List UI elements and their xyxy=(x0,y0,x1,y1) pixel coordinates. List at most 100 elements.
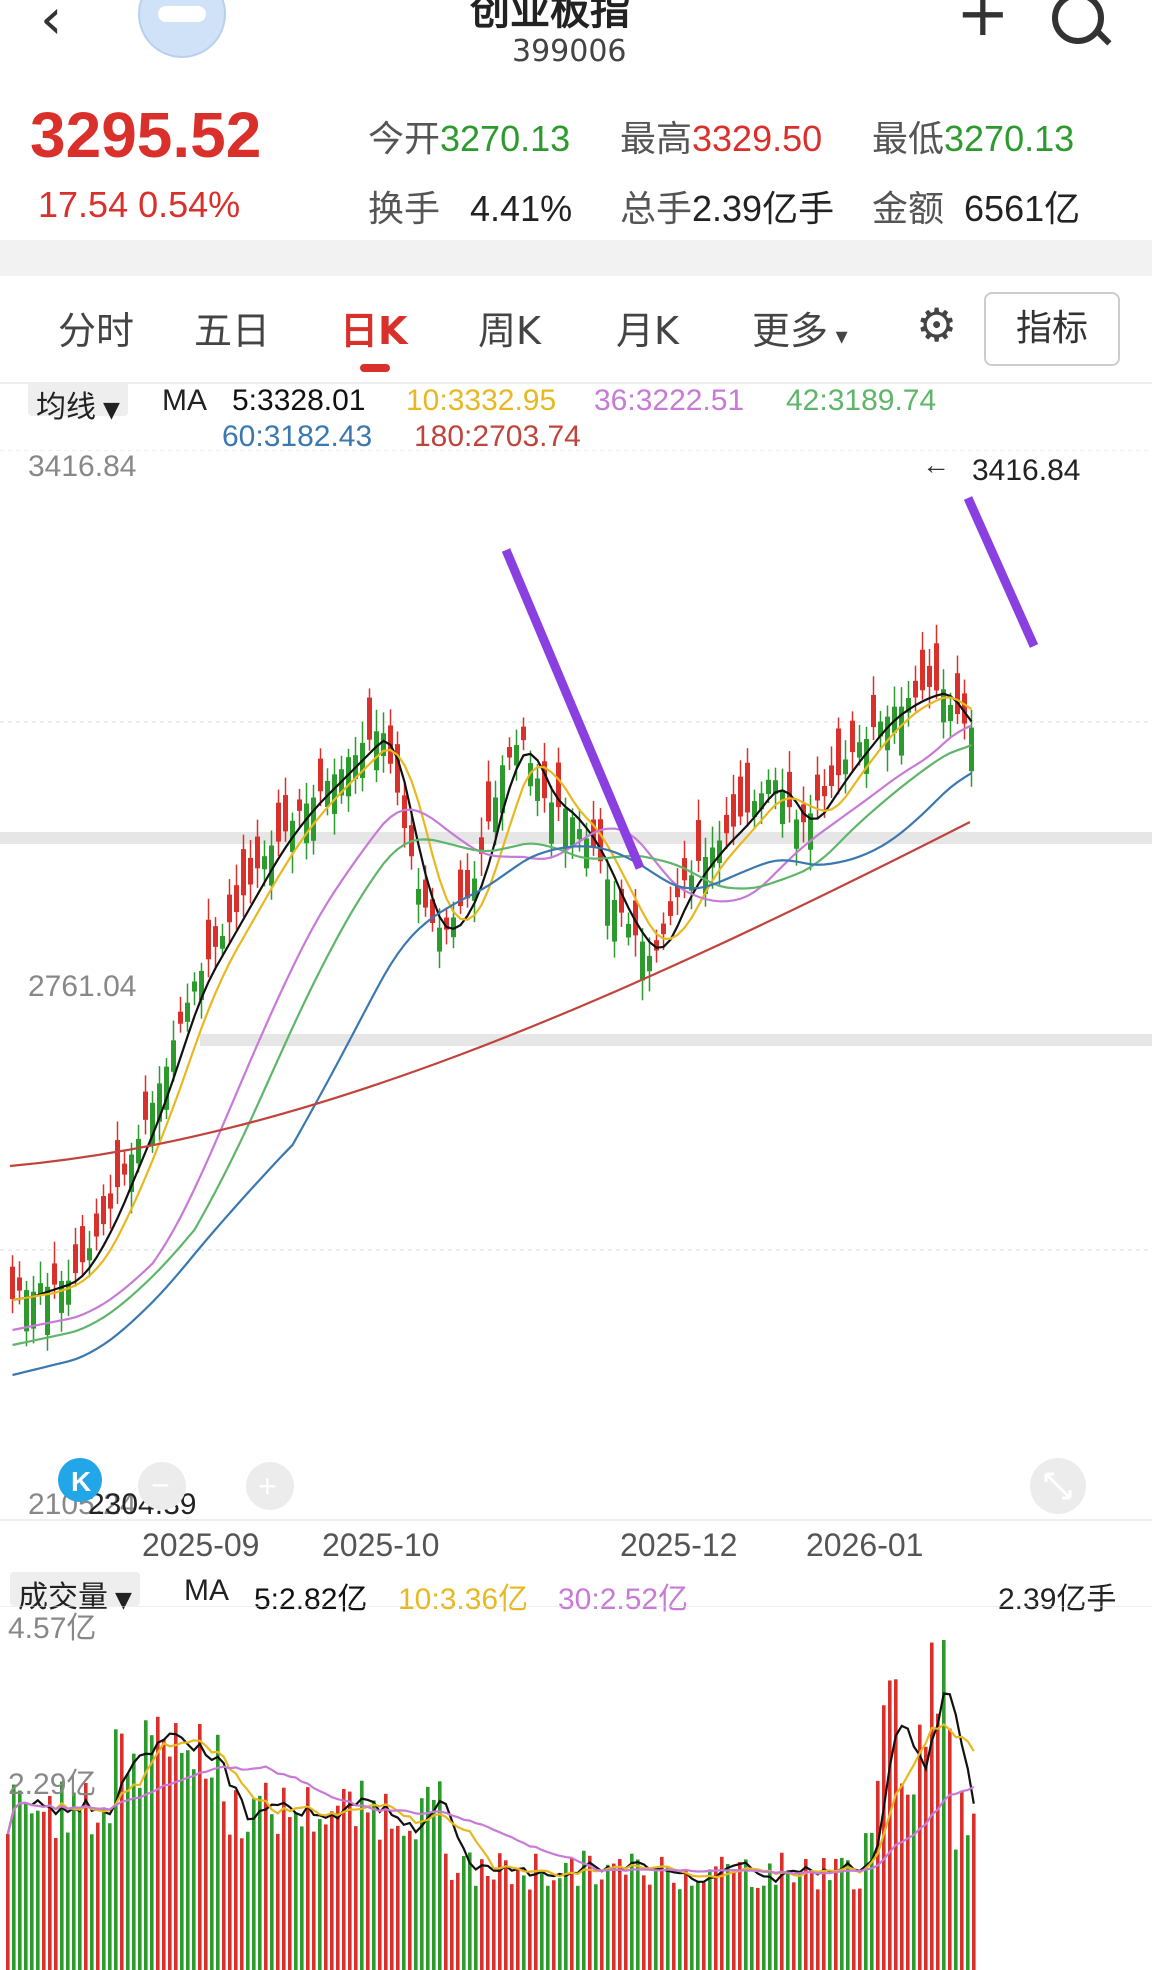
candle xyxy=(311,797,316,841)
candle xyxy=(255,836,260,869)
volume-bar xyxy=(414,1839,418,1970)
high-marker: 3416.84 xyxy=(972,454,1080,487)
ma60-value: 60:3182.43 xyxy=(222,420,373,453)
volume-bar xyxy=(420,1798,424,1970)
candle xyxy=(577,829,582,840)
candle xyxy=(689,875,694,891)
candle xyxy=(969,727,974,772)
candle xyxy=(647,955,652,972)
volume-bar xyxy=(918,1724,922,1970)
candle xyxy=(136,1138,141,1164)
volume-bar xyxy=(822,1858,826,1970)
indicator-button[interactable]: 指标 xyxy=(984,292,1120,366)
gear-icon[interactable]: ⚙ xyxy=(916,298,958,352)
volume-bar xyxy=(192,1769,196,1970)
volume-bar xyxy=(960,1791,964,1970)
grid xyxy=(0,450,1152,1521)
candle xyxy=(563,808,568,850)
volume-bar xyxy=(252,1798,256,1970)
volume-select[interactable]: 成交量 ▼ xyxy=(10,1572,140,1615)
ma-lines xyxy=(9,692,973,1377)
change-value: 17.54 xyxy=(38,184,129,225)
candle xyxy=(241,849,246,896)
volume-bar xyxy=(354,1826,358,1970)
search-icon[interactable] xyxy=(1052,0,1104,44)
candle xyxy=(465,869,470,899)
candle xyxy=(857,742,862,758)
volume-bar xyxy=(750,1886,754,1970)
volume-bar xyxy=(726,1864,730,1970)
volume-bar xyxy=(246,1831,250,1970)
volume-bar xyxy=(186,1750,190,1970)
volume-bar xyxy=(324,1824,328,1970)
candle xyxy=(395,744,400,793)
tab-monthly-k[interactable]: 月K xyxy=(616,309,679,353)
avatar xyxy=(138,0,226,58)
candle xyxy=(304,803,309,844)
candle xyxy=(941,689,946,723)
volume-bar xyxy=(570,1857,574,1970)
volume-bar xyxy=(366,1812,370,1970)
volume-bar xyxy=(78,1811,82,1970)
volume-bar xyxy=(762,1885,766,1970)
date-label: 2025-09 xyxy=(142,1527,259,1563)
candle xyxy=(913,680,918,698)
candle xyxy=(45,1286,50,1336)
candle xyxy=(185,1002,190,1022)
kline-chart[interactable]: 3416.84 2761.04 2105.24 ← 3416.84 2304.3… xyxy=(0,450,1152,1570)
candle xyxy=(486,781,491,822)
candles xyxy=(10,624,974,1351)
vol-ma30-value: 30:2.52亿 xyxy=(558,1583,689,1616)
candle xyxy=(129,1154,134,1192)
k-logo-icon[interactable]: K xyxy=(58,1458,102,1502)
volume-bar xyxy=(402,1835,406,1970)
turnover-stat: 换手 4.41% xyxy=(368,180,572,232)
volume-bar xyxy=(528,1889,532,1970)
volume-bar xyxy=(780,1852,784,1970)
candle xyxy=(745,762,750,813)
volume-bar xyxy=(336,1805,340,1970)
tab-five-day[interactable]: 五日 xyxy=(194,309,271,353)
zoom-in-icon[interactable]: + xyxy=(246,1462,294,1510)
tab-weekly-k[interactable]: 周K xyxy=(478,309,541,353)
vol-ma-label: MA xyxy=(184,1574,229,1607)
candle xyxy=(10,1266,15,1300)
volume-bar xyxy=(786,1870,790,1970)
trend-line-2 xyxy=(963,496,1039,648)
add-icon[interactable]: + xyxy=(956,0,1010,51)
zoom-out-icon[interactable]: − xyxy=(138,1462,186,1510)
volume-bar xyxy=(330,1811,334,1970)
tab-timeshare[interactable]: 分时 xyxy=(58,309,135,353)
ma-type-select[interactable]: 均线 ▼ xyxy=(28,382,128,425)
volume-bar xyxy=(582,1850,586,1970)
volume-bar xyxy=(108,1823,112,1970)
volume-bar xyxy=(24,1802,28,1970)
volume-bar xyxy=(648,1884,652,1970)
candle xyxy=(374,731,379,771)
volume-bar xyxy=(624,1874,628,1970)
volume-bar xyxy=(138,1787,142,1970)
back-icon[interactable]: ‹ xyxy=(40,0,63,52)
candle xyxy=(59,1281,64,1313)
tab-daily-k[interactable]: 日K xyxy=(340,309,408,353)
volume-bar xyxy=(432,1799,436,1970)
candle xyxy=(108,1193,113,1209)
volume-bar xyxy=(36,1810,40,1970)
candle xyxy=(878,721,883,737)
ma5-value: 5:3328.01 xyxy=(232,384,366,417)
candle xyxy=(493,797,498,833)
ma42-line xyxy=(12,743,972,1347)
fullscreen-icon[interactable] xyxy=(1030,1458,1086,1514)
volume-bar xyxy=(126,1773,130,1970)
candle xyxy=(283,795,288,832)
volume-bar xyxy=(906,1794,910,1970)
volume-bar xyxy=(720,1856,724,1970)
candle xyxy=(696,820,701,861)
volume-bar xyxy=(684,1869,688,1970)
vol-ma5-value: 5:2.82亿 xyxy=(254,1583,368,1616)
candle xyxy=(444,917,449,930)
candle xyxy=(94,1213,99,1237)
volume-chart: 4.57亿 2.29亿 xyxy=(0,1606,1152,1970)
tab-more[interactable]: 更多 ▾ xyxy=(752,300,848,355)
volume-bar xyxy=(72,1792,76,1970)
